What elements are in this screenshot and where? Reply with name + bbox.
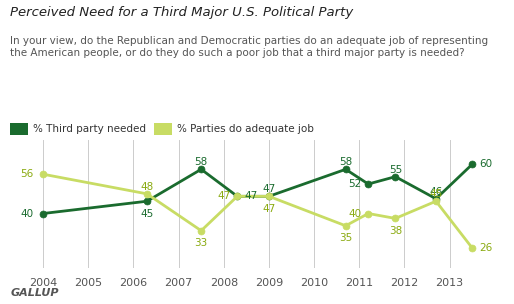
Text: 60: 60 (479, 159, 492, 169)
Text: 40: 40 (20, 209, 33, 219)
Text: 58: 58 (339, 157, 352, 168)
Text: 45: 45 (140, 209, 154, 219)
Text: 35: 35 (339, 233, 352, 243)
FancyBboxPatch shape (10, 123, 28, 135)
Text: 52: 52 (348, 179, 361, 189)
Text: 47: 47 (262, 204, 276, 214)
Text: % Parties do adequate job: % Parties do adequate job (177, 124, 314, 134)
Text: In your view, do the Republican and Democratic parties do an adequate job of rep: In your view, do the Republican and Demo… (10, 36, 488, 58)
Text: 47: 47 (217, 191, 230, 201)
Text: Perceived Need for a Third Major U.S. Political Party: Perceived Need for a Third Major U.S. Po… (10, 6, 354, 19)
Text: 45: 45 (429, 189, 443, 199)
Text: 47: 47 (262, 184, 276, 194)
Text: 48: 48 (140, 182, 154, 192)
Text: 56: 56 (20, 169, 33, 179)
Text: 33: 33 (195, 238, 208, 248)
FancyBboxPatch shape (154, 123, 172, 135)
Text: GALLUP: GALLUP (10, 288, 59, 298)
Text: 26: 26 (479, 243, 492, 253)
Text: 46: 46 (429, 187, 443, 197)
Text: 38: 38 (389, 226, 402, 236)
Text: 40: 40 (348, 209, 361, 219)
Text: % Third party needed: % Third party needed (33, 124, 146, 134)
Text: 47: 47 (244, 191, 258, 201)
Text: 58: 58 (195, 157, 208, 168)
Text: 55: 55 (389, 165, 402, 175)
